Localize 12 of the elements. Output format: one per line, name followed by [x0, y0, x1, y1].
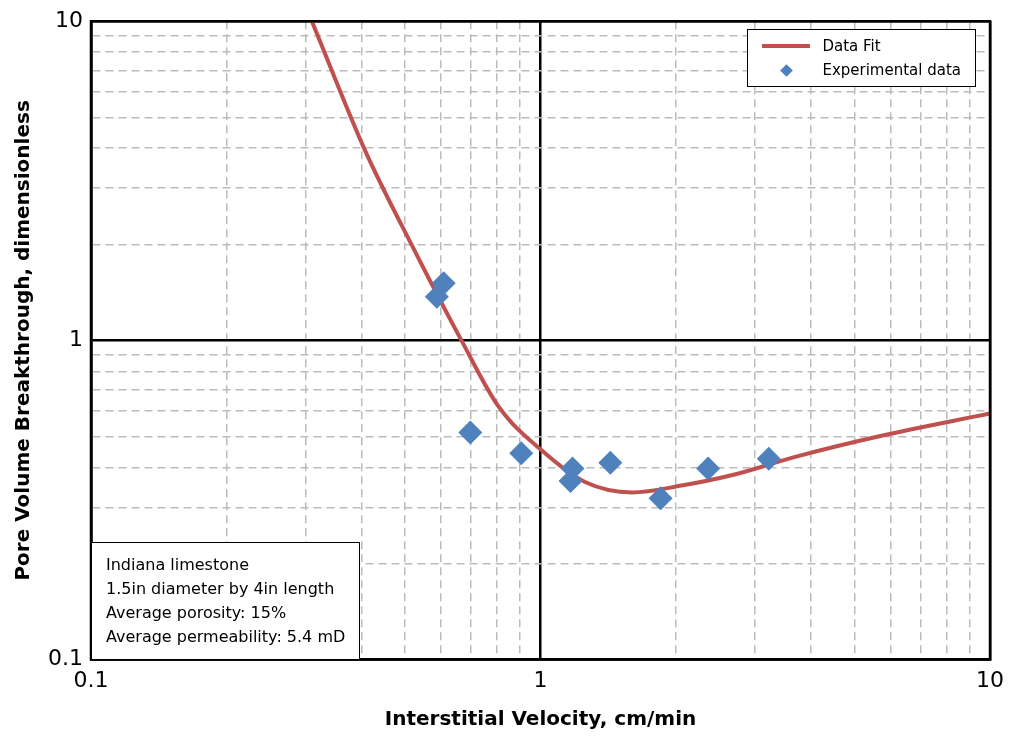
legend-label: Experimental data — [822, 61, 961, 80]
annotation: 1.5in diameter by 4in length — [105, 577, 336, 600]
annotation: Average porosity: 15% — [105, 601, 288, 624]
annotation: Indiana limestone — [105, 553, 250, 576]
x-axis-title: Interstitial Velocity, cm/min — [384, 706, 697, 731]
x-tick-label: 10 — [976, 666, 1004, 692]
y-tick-label: 10 — [54, 6, 83, 32]
annotation: Average permeability: 5.4 mD — [105, 625, 346, 648]
y-tick-label: 1 — [68, 326, 83, 352]
x-tick-label: 1 — [533, 666, 548, 692]
y-axis-title: Pore Volume Breakthrough, dimensionless — [10, 100, 35, 581]
legend-label: Data Fit — [822, 37, 881, 56]
